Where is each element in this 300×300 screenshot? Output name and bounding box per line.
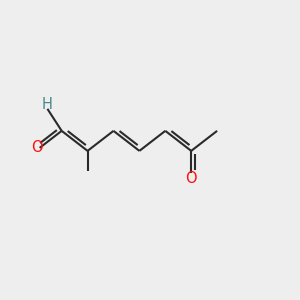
Text: H: H (42, 97, 53, 112)
Text: O: O (31, 140, 43, 155)
Text: O: O (185, 171, 197, 186)
